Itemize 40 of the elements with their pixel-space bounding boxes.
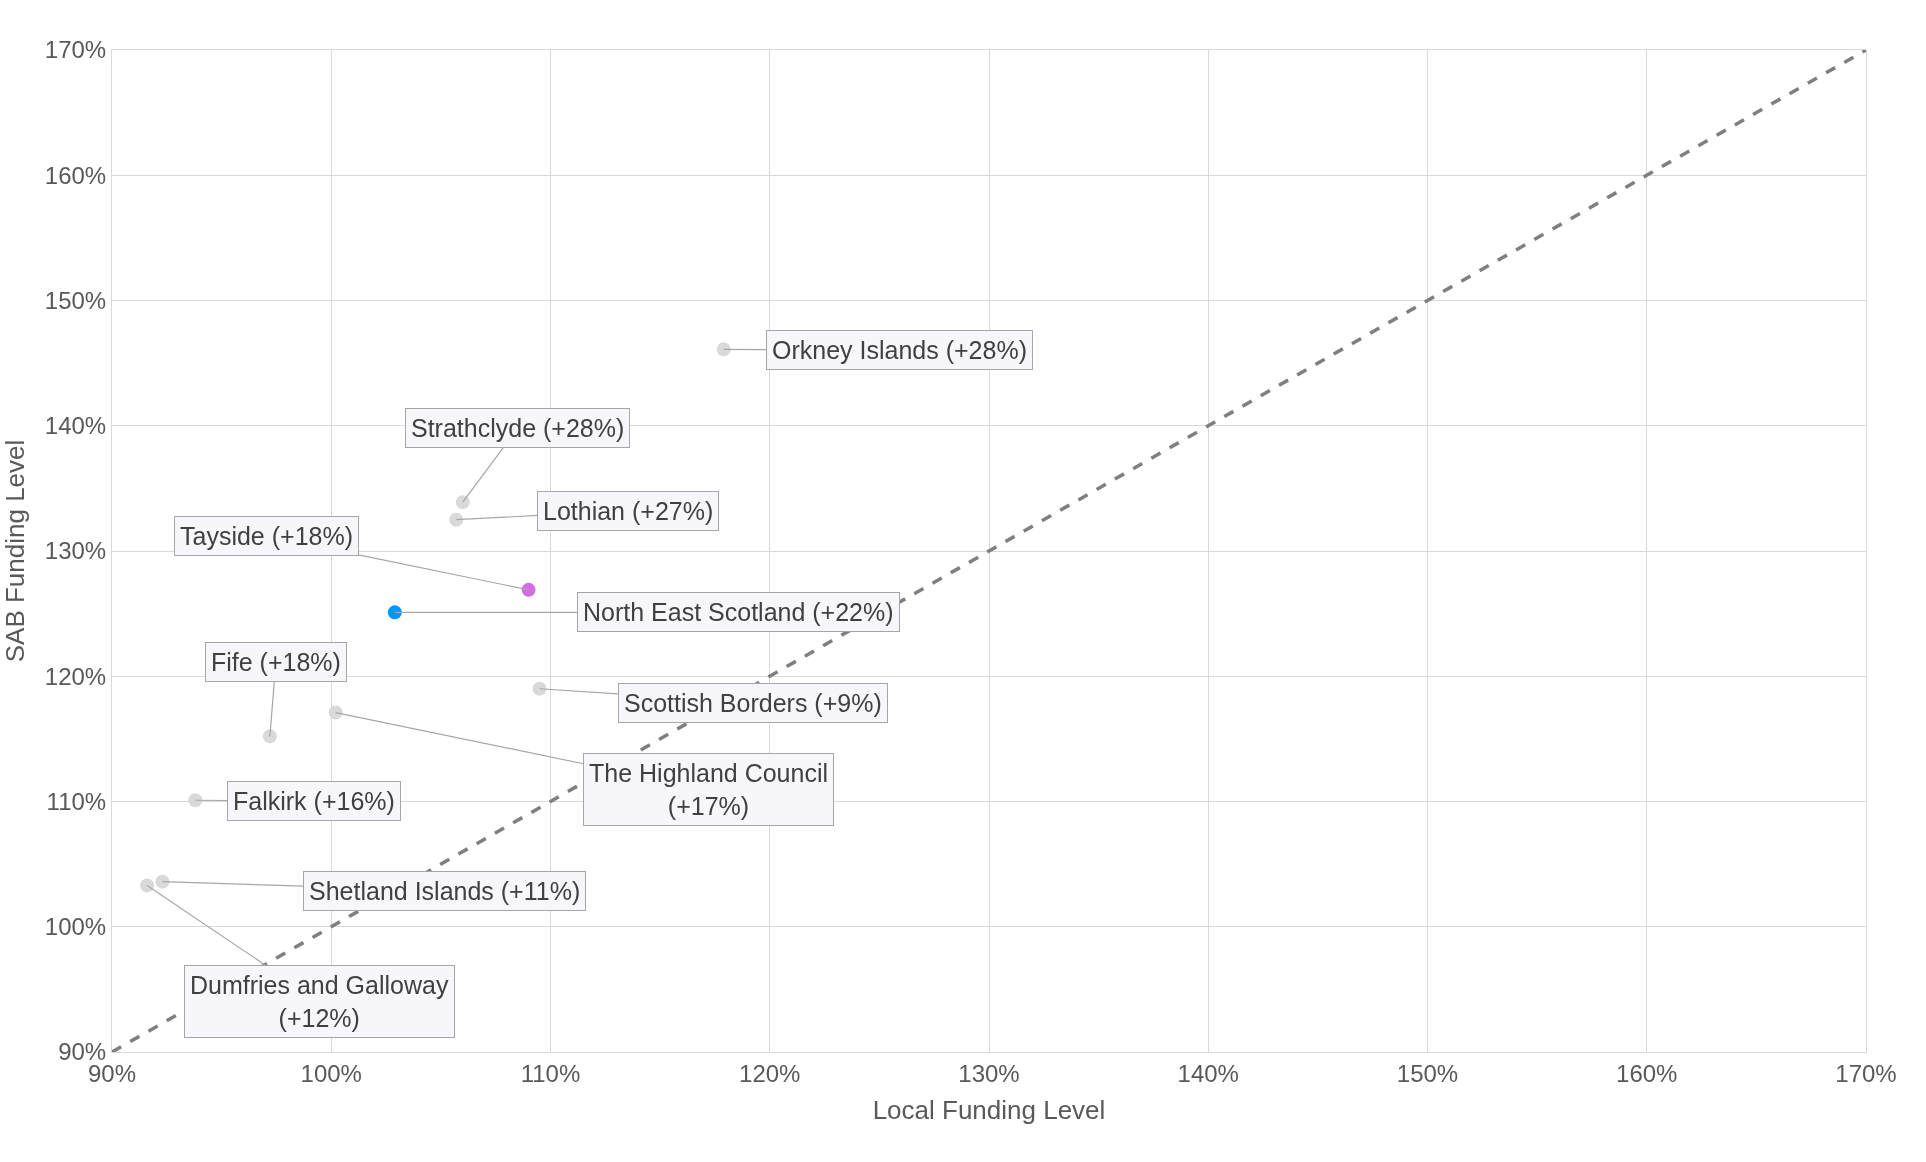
x-axis-title: Local Funding Level (872, 1095, 1106, 1126)
annotation: Fife (+18%) (211, 648, 341, 676)
annotation: Strathclyde (+28%) (411, 414, 625, 442)
point (532, 681, 547, 696)
annotation: Lothian (+27%) (543, 497, 714, 525)
x-tick-label: 160% (1616, 1059, 1678, 1087)
y-tick-label: 170% (44, 36, 107, 64)
x-tick-label: 170% (1835, 1059, 1897, 1087)
y-tick-label: 140% (44, 412, 107, 440)
x-tick-label: 130% (958, 1059, 1020, 1087)
x-tick-label: 140% (1177, 1059, 1239, 1087)
point (387, 605, 402, 620)
point (155, 874, 170, 889)
y-tick-label: 160% (44, 161, 107, 189)
point (262, 729, 277, 744)
x-tick-label: 120% (739, 1059, 801, 1087)
annotation: Orkney Islands (+28%) (772, 336, 1027, 364)
annotation: North East Scotland (+22%) (583, 598, 894, 626)
point (455, 495, 470, 510)
annotation: Scottish Borders (+9%) (624, 689, 882, 717)
y-tick-label: 130% (44, 537, 107, 565)
annotation: Shetland Islands (+11%) (309, 877, 581, 905)
y-tick-label: 100% (44, 913, 107, 941)
annotation: Dumfries and Galloway (+12%) (190, 971, 449, 1032)
point (449, 512, 464, 527)
point (328, 705, 343, 720)
annotation: The Highland Council (+17%) (589, 759, 829, 820)
x-tick-label: 100% (300, 1059, 362, 1087)
y-tick-label: 120% (44, 662, 107, 690)
x-tick-label: 150% (1396, 1059, 1459, 1087)
y-tick-label: 110% (46, 787, 107, 815)
x-tick-label: 110% (520, 1059, 581, 1087)
annotation: Tayside (+18%) (180, 522, 353, 550)
y-axis-title: SAB Funding Level (0, 439, 30, 663)
annotation: Falkirk (+16%) (233, 787, 395, 815)
point (716, 342, 731, 357)
y-tick-label: 150% (44, 286, 107, 314)
point (188, 793, 203, 808)
point (521, 582, 536, 597)
point (140, 878, 155, 893)
